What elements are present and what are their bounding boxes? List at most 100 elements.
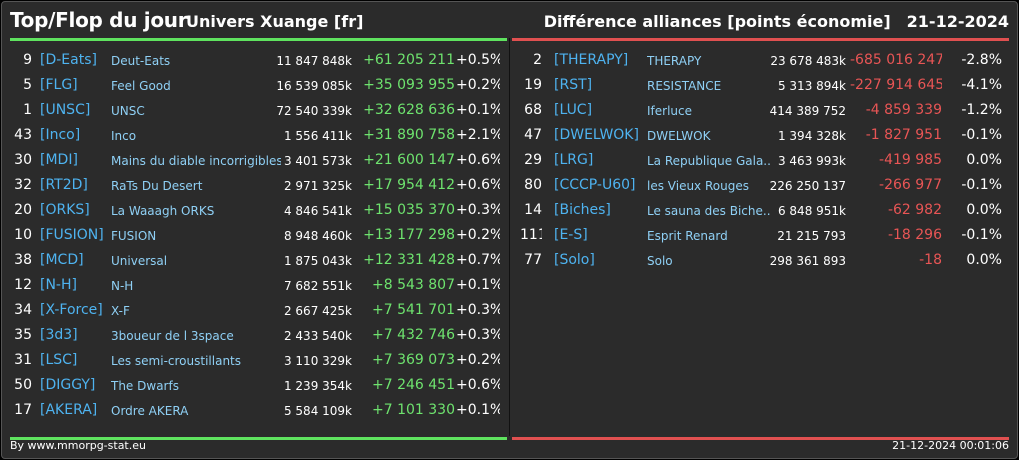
alliance-name: La Republique Gala... xyxy=(647,154,771,168)
alliance-name: Deut-Eats xyxy=(111,54,171,68)
alliance-tag: [Biches] xyxy=(554,202,611,218)
page-title: Top/Flop du jour xyxy=(10,8,188,32)
rank: 12 xyxy=(14,277,32,293)
alliance-name: UNSC xyxy=(111,104,145,118)
alliance-tag: [CCCP-U60] xyxy=(554,177,636,193)
footer-timestamp: 21-12-2024 00:01:06 xyxy=(892,439,1009,452)
points: 1 394 328k xyxy=(777,129,846,143)
alliance-name: Inco xyxy=(111,129,137,143)
rank: 68 xyxy=(524,102,542,118)
alliance-name: Iferluce xyxy=(647,104,692,118)
points: 21 215 793 xyxy=(777,229,846,243)
top-row: 17 [AKERA] Ordre AKERA 5 584 109k +7 101 330… xyxy=(10,398,507,423)
alliance-tag: [RT2D] xyxy=(40,177,88,193)
alliance-name: RESISTANCE xyxy=(647,79,722,93)
rank: 47 xyxy=(524,127,542,143)
flop-row: 19 [RST] RESISTANCE 5 313 894k -227 914 645 -… xyxy=(512,73,1009,98)
alliance-tag: [AKERA] xyxy=(40,402,98,418)
difference: -4 859 339 xyxy=(865,102,942,118)
points: 1 875 043k xyxy=(283,254,352,268)
difference: -685 016 247 xyxy=(850,52,942,68)
rank: 10 xyxy=(14,227,32,243)
flop-row: 68 [LUC] Iferluce 414 389 752 -4 859 339 -1.2… xyxy=(512,98,1009,123)
rank: 31 xyxy=(14,352,32,368)
alliance-name: X-F xyxy=(111,304,130,318)
points: 2 433 540k xyxy=(283,329,352,343)
points: 2 971 325k xyxy=(283,179,352,193)
alliance-name: Solo xyxy=(647,254,673,268)
points: 1 556 411k xyxy=(283,129,352,143)
flop-row: 47 [DWELWOK] DWELWOK 1 394 328k -1 827 951 -0… xyxy=(512,123,1009,148)
top-row: 34 [X-Force] X-F 2 667 425k +7 541 701 +0.3% xyxy=(10,298,507,323)
alliance-tag: [LRG] xyxy=(554,152,594,168)
percent: -0.1% xyxy=(961,227,1002,243)
alliance-name: FUSION xyxy=(111,229,157,243)
flop-row: 29 [LRG] La Republique Gala... 3 463 993k -4… xyxy=(512,148,1009,173)
alliance-name: Feel Good xyxy=(111,79,171,93)
rank: 9 xyxy=(23,52,32,68)
percent: +0.6% xyxy=(456,152,500,168)
rank: 2 xyxy=(533,52,542,68)
alliance-name: Ordre AKERA xyxy=(111,404,189,418)
alliance-tag: [RST] xyxy=(554,77,593,93)
difference: +17 954 412 xyxy=(363,177,455,193)
rank: 20 xyxy=(14,202,32,218)
percent: +0.6% xyxy=(456,177,500,193)
rank: 17 xyxy=(14,402,32,418)
rank: 34 xyxy=(14,302,32,318)
alliance-tag: [FUSION] xyxy=(40,227,104,243)
alliance-name: Mains du diable incorrigibles xyxy=(111,154,281,168)
difference: -1 827 951 xyxy=(865,127,942,143)
difference: +7 101 330 xyxy=(372,402,455,418)
difference: +32 628 636 xyxy=(363,102,455,118)
points: 16 539 085k xyxy=(276,79,352,93)
alliance-name: 3boueur de l 3space xyxy=(111,329,234,343)
difference: +12 331 428 xyxy=(363,252,455,268)
rank: 5 xyxy=(23,77,32,93)
top-row: 5 [FLG] Feel Good 16 539 085k +35 093 955 +0.… xyxy=(10,73,507,98)
rank: 43 xyxy=(14,127,32,143)
points: 3 110 329k xyxy=(283,354,352,368)
rank: 111 xyxy=(520,227,542,243)
percent: -0.1% xyxy=(961,177,1002,193)
rank: 29 xyxy=(524,152,542,168)
top-row: 12 [N-H] N-H 7 682 551k +8 543 807 +0.1% xyxy=(10,273,507,298)
percent: +0.1% xyxy=(456,102,500,118)
percent: +0.7% xyxy=(456,252,500,268)
points: 4 846 541k xyxy=(283,204,352,218)
alliance-name: Les semi-croustillants xyxy=(111,354,242,368)
flop-row: 80 [CCCP-U60] les Vieux Rouges 226 250 137 -… xyxy=(512,173,1009,198)
alliance-tag: [THERAPY] xyxy=(554,52,629,68)
percent: 0.0% xyxy=(966,152,1002,168)
difference: -419 985 xyxy=(879,152,942,168)
top-row: 35 [3d3] 3boueur de l 3space 2 433 540k +7 4… xyxy=(10,323,507,348)
percent: +0.2% xyxy=(456,77,500,93)
alliance-name: N-H xyxy=(111,279,134,293)
top-row: 1 [UNSC] UNSC 72 540 339k +32 628 636 +0.1% xyxy=(10,98,507,123)
difference: +7 369 073 xyxy=(372,352,455,368)
percent: +0.1% xyxy=(456,277,500,293)
difference: +31 890 758 xyxy=(363,127,455,143)
alliance-name: DWELWOK xyxy=(647,129,711,143)
percent: -1.2% xyxy=(961,102,1002,118)
percent: +0.1% xyxy=(456,402,500,418)
alliance-tag: [MDI] xyxy=(40,152,78,168)
percent: +2.1% xyxy=(456,127,500,143)
difference: -62 982 xyxy=(887,202,942,218)
flop-row: 111 [E-S] Esprit Renard 21 215 793 -18 296 -0… xyxy=(512,223,1009,248)
percent: 0.0% xyxy=(966,202,1002,218)
percent: -4.1% xyxy=(961,77,1002,93)
difference: -227 914 645 xyxy=(850,77,942,93)
subject-label: Différence alliances [points économie] xyxy=(543,12,891,31)
rank: 14 xyxy=(524,202,542,218)
points: 226 250 137 xyxy=(769,179,846,193)
points: 8 948 460k xyxy=(283,229,352,243)
points: 5 313 894k xyxy=(777,79,846,93)
rank: 30 xyxy=(14,152,32,168)
points: 7 682 551k xyxy=(283,279,352,293)
points: 3 401 573k xyxy=(283,154,352,168)
flop-row: 14 [Biches] Le sauna des Biche... 6 848 951… xyxy=(512,198,1009,223)
points: 2 667 425k xyxy=(283,304,352,318)
difference: +13 177 298 xyxy=(363,227,455,243)
percent: +0.3% xyxy=(456,202,500,218)
